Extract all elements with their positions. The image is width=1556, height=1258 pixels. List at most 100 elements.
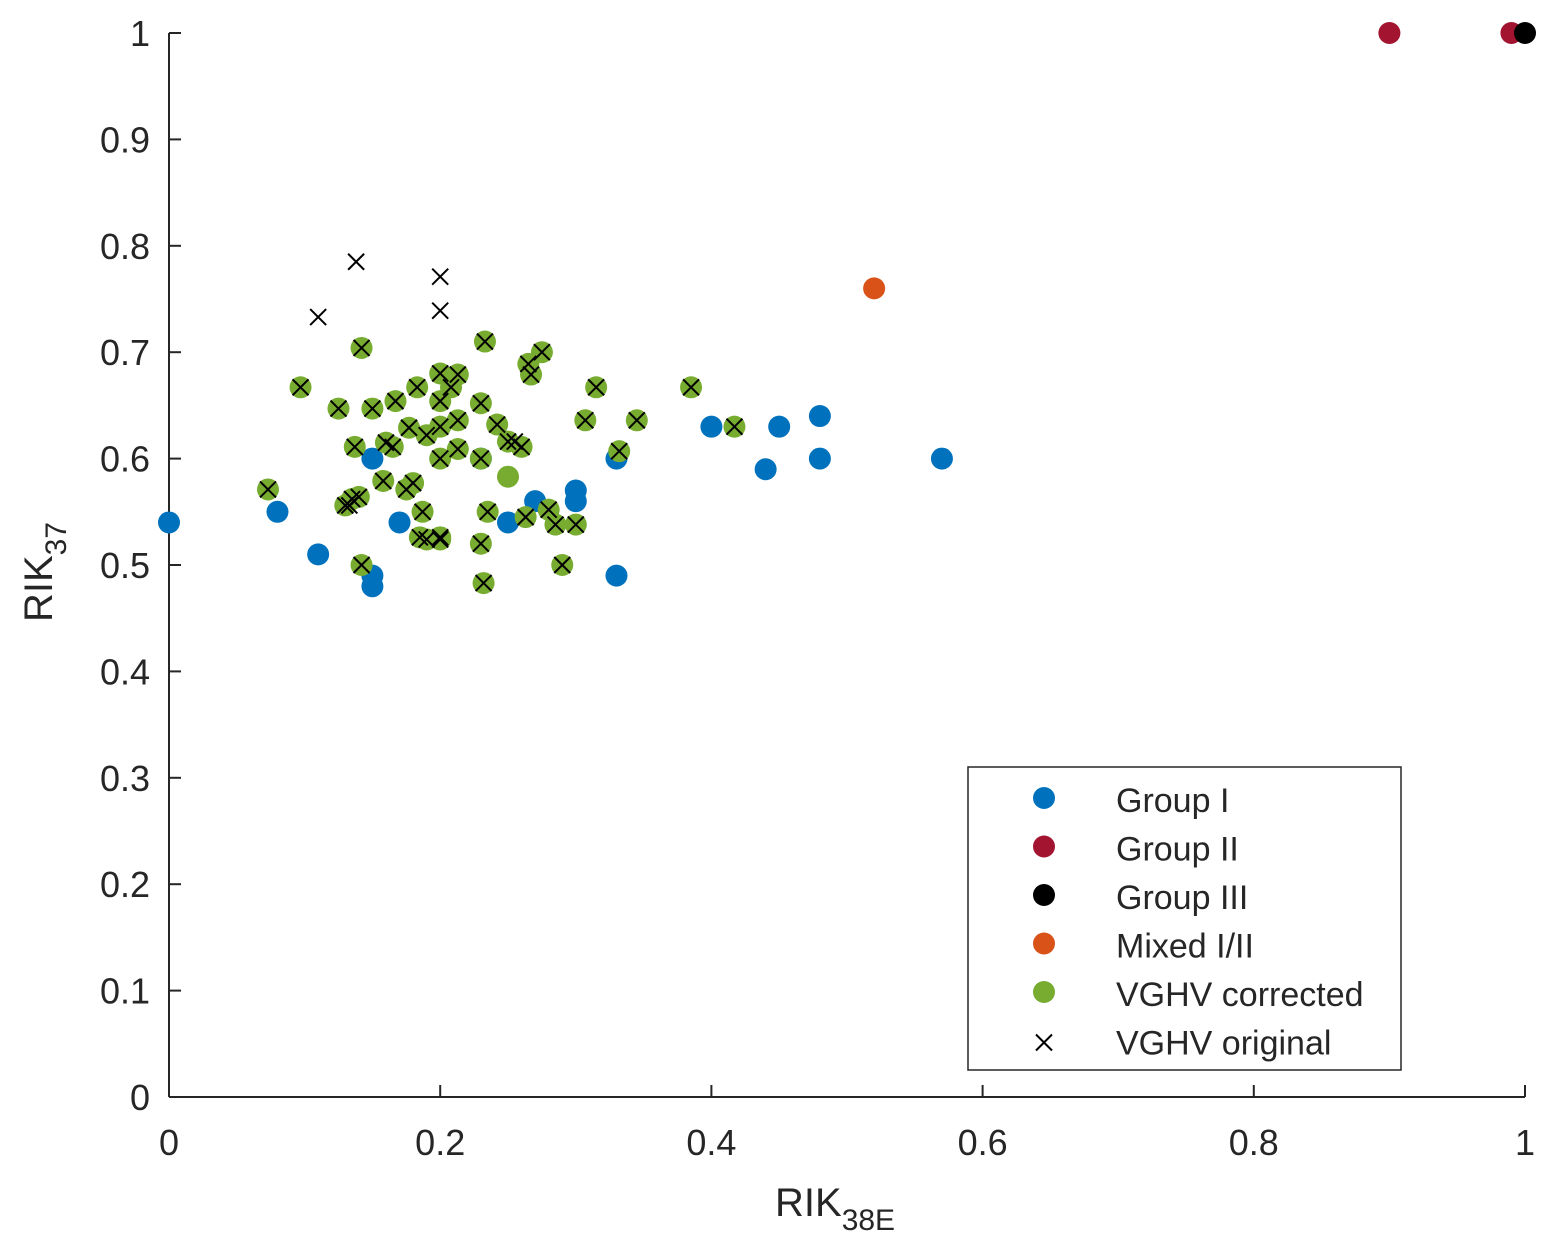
data-point-x [400, 419, 418, 437]
legend-marker [1033, 787, 1055, 809]
data-point-x [404, 474, 422, 492]
legend-entry-vghv-original: VGHV original [1035, 1025, 1331, 1063]
data-point [564, 490, 587, 513]
data-point [1514, 22, 1536, 44]
data-point-x [682, 378, 700, 397]
y-tick-label: 0.6 [100, 439, 150, 480]
data-point-x [329, 399, 348, 418]
legend-marker [1033, 981, 1055, 1003]
data-point-x [478, 503, 497, 521]
data-point-x [363, 399, 382, 418]
y-tick-label: 0.4 [100, 651, 150, 692]
data-point-x [408, 378, 426, 397]
legend-box [967, 766, 1402, 1071]
legend-label: Group I [1116, 782, 1229, 820]
data-point-x [347, 253, 365, 271]
data-point-x [431, 530, 449, 549]
legend: Group I Group II Group III Mixed I/II VGHV c… [967, 766, 1402, 1071]
y-tick-label: 0.1 [100, 971, 150, 1012]
y-tick-label: 0.3 [100, 758, 150, 799]
legend-entry-group-ii: Group II [1033, 831, 1239, 869]
x-tick-label: 0.6 [958, 1122, 1008, 1163]
data-point-x [350, 488, 368, 506]
data-point [863, 277, 886, 300]
data-point-x [576, 411, 594, 430]
data-point-x [413, 503, 432, 521]
data-point [266, 500, 289, 523]
data-point-x [431, 392, 449, 410]
data-points [158, 22, 1536, 598]
legend-entry-group-iii: Group III [1033, 879, 1248, 917]
y-tick-label: 0.5 [100, 545, 150, 586]
data-point-x [472, 449, 490, 468]
data-point-x [431, 364, 449, 383]
data-point [768, 415, 791, 438]
legend-label: Mixed I/II [1116, 928, 1254, 966]
y-axis-title: RIK37 [17, 522, 73, 622]
y-tick-label: 0.9 [100, 119, 150, 160]
data-point-x [449, 440, 467, 458]
data-point-x [431, 301, 449, 320]
x-axis-title: RIK38E [775, 1181, 895, 1237]
data-point [808, 405, 831, 428]
data-point-x [506, 432, 524, 451]
data-point-x [259, 480, 277, 499]
data-point [361, 575, 384, 598]
x-tick-label: 0.2 [415, 1122, 465, 1163]
legend-label: VGHV original [1116, 1025, 1331, 1063]
x-tick-label: 0 [159, 1122, 179, 1163]
data-point-x [476, 332, 494, 351]
data-point-x [499, 432, 517, 451]
data-point-x [431, 528, 449, 547]
data-point-x [512, 438, 531, 456]
data-point-x [546, 515, 565, 534]
legend-entry-group-i: Group I [1033, 782, 1229, 820]
data-point-x [567, 515, 585, 534]
data-point [361, 447, 384, 470]
series-vghv-corrected [256, 330, 746, 595]
y-tick-label: 0 [130, 1077, 150, 1118]
data-point [388, 511, 411, 534]
data-point-x [352, 339, 371, 357]
data-point-x [472, 394, 490, 412]
legend-label: Group II [1116, 831, 1239, 869]
data-point-x [610, 442, 628, 460]
data-point [754, 458, 777, 481]
data-point-x [442, 378, 460, 397]
x-tick-label: 1 [1515, 1122, 1535, 1163]
data-point-x [431, 267, 449, 286]
data-point [1378, 22, 1401, 44]
legend-label: Group III [1116, 879, 1248, 917]
data-point-x [352, 556, 371, 574]
legend-marker-x [1035, 1033, 1053, 1052]
data-point-x [519, 355, 538, 373]
data-point-x [472, 535, 490, 553]
x-tick-label: 0.8 [1229, 1122, 1279, 1163]
legend-entry-vghv-corrected: VGHV corrected [1033, 976, 1364, 1014]
data-point-x [533, 343, 551, 361]
data-point-x [417, 426, 436, 444]
y-tick-label: 0.8 [100, 226, 150, 267]
data-point-x [431, 417, 449, 436]
data-point [497, 465, 519, 488]
y-tick-label: 1 [130, 13, 150, 54]
data-point [307, 543, 330, 566]
data-point-x [384, 438, 402, 456]
data-point [605, 564, 628, 587]
data-point-x [411, 528, 429, 547]
series-vghv-original [259, 253, 744, 592]
data-point-x [474, 574, 493, 592]
data-point [158, 511, 180, 534]
y-tick-label: 0.2 [100, 864, 150, 905]
legend-label: VGHV corrected [1116, 976, 1364, 1014]
data-point-x [291, 378, 310, 397]
x-tick-label: 0.4 [686, 1122, 736, 1163]
data-point-x [431, 449, 449, 468]
legend-marker [1033, 884, 1055, 906]
y-tick-label: 0.7 [100, 332, 150, 373]
series-mixed-i-ii [863, 277, 886, 300]
data-point [930, 447, 953, 470]
data-point-x [449, 411, 467, 430]
data-point-x [539, 500, 558, 519]
